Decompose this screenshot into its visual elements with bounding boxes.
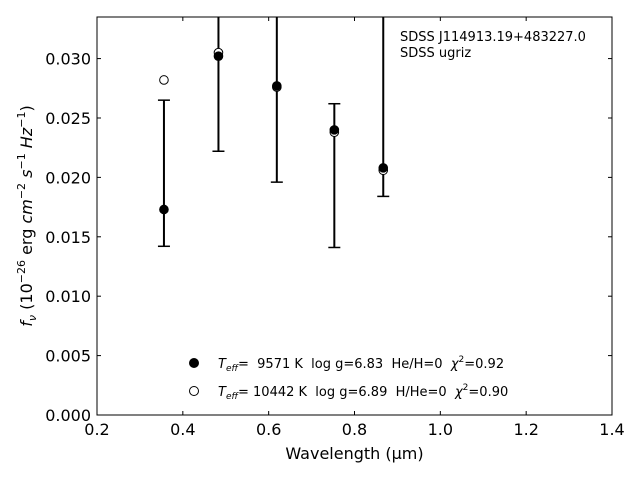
x-tick-label: 1.2 xyxy=(513,420,538,439)
observed-point xyxy=(213,51,224,62)
y-tick-label: 0.000 xyxy=(45,406,91,425)
observed-point xyxy=(378,163,389,173)
legend: Teff= 9571 K log g=6.83 He/H=0 χ2=0.92 T… xyxy=(189,355,508,402)
x-tick-label: 1.4 xyxy=(599,420,624,439)
plot-frame xyxy=(96,16,613,416)
x-tick-label: 1.0 xyxy=(428,420,453,439)
x-tick-label: 0.2 xyxy=(84,420,109,439)
y-tick-label: 0.020 xyxy=(45,168,91,187)
annotation-survey: SDSS ugriz xyxy=(400,46,471,61)
x-axis-label: Wavelength (μm) xyxy=(285,444,423,463)
error-bars xyxy=(157,17,390,249)
y-tick-label: 0.015 xyxy=(45,228,91,247)
x-tick-label: 0.4 xyxy=(170,420,195,439)
legend-marker-open xyxy=(189,386,199,396)
x-tick-label: 0.8 xyxy=(342,420,367,439)
y-tick-label: 0.025 xyxy=(45,109,91,128)
observed-point xyxy=(272,81,282,91)
y-tick-label: 0.030 xyxy=(45,50,91,69)
observed-point xyxy=(159,204,169,215)
observed-point xyxy=(329,125,340,135)
y-axis-label: fν (10−26 erg cm−2 s−1 Hz−1) xyxy=(15,105,39,326)
legend-entry-filled: Teff= 9571 K log g=6.83 He/H=0 χ2=0.92 xyxy=(189,355,504,374)
y-tick-label: 0.010 xyxy=(45,287,91,306)
annotation-object-name: SDSS J114913.19+483227.0 xyxy=(400,30,586,45)
legend-entry-open: Teff= 10442 K log g=6.89 H/He=0 χ2=0.90 xyxy=(189,383,508,402)
x-tick-label: 0.6 xyxy=(256,420,281,439)
svg-text:Teff= 10442 K log g=6.89 H/H: Teff= 10442 K log g=6.89 H/He=0 χ2=0.90 xyxy=(218,383,508,402)
data-points xyxy=(159,47,389,215)
y-tick-label: 0.005 xyxy=(45,347,91,366)
model-point xyxy=(159,75,169,85)
legend-marker-filled xyxy=(189,358,199,368)
svg-text:Teff= 9571 K log g=6.83 He/: Teff= 9571 K log g=6.83 He/H=0 χ2=0.92 xyxy=(218,355,504,374)
plot-axes: 0.2 0.4 0.6 0.8 1.0 1.2 1.4 0.000 0.005 0.010 0.01… xyxy=(45,16,625,439)
